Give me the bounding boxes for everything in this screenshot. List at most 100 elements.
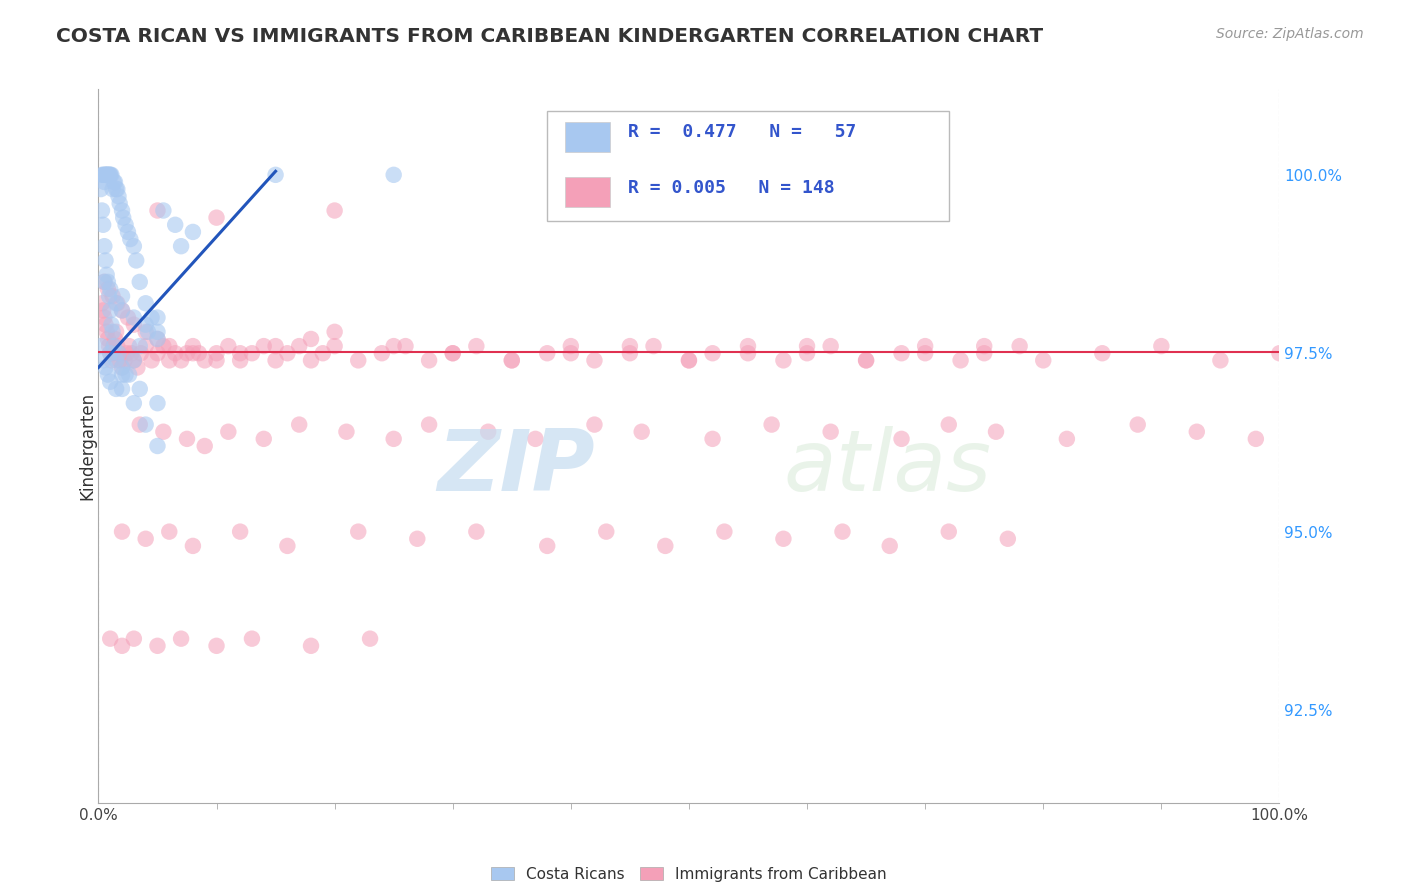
- Point: [98, 168, 121, 182]
- Point: [347, 353, 370, 368]
- Point: [146, 332, 169, 346]
- Point: [94, 168, 117, 182]
- Point: [441, 346, 464, 360]
- Point: [115, 346, 138, 360]
- Point: [97, 168, 120, 182]
- Point: [94, 360, 117, 375]
- Point: [114, 218, 136, 232]
- Point: [217, 339, 239, 353]
- Point: [560, 339, 582, 353]
- Point: [560, 346, 582, 360]
- Point: [152, 425, 174, 439]
- Point: [229, 346, 252, 360]
- Point: [276, 539, 298, 553]
- Point: [772, 353, 794, 368]
- Point: [737, 346, 759, 360]
- Point: [264, 339, 287, 353]
- Point: [91, 303, 114, 318]
- Point: [264, 353, 287, 368]
- Point: [347, 524, 370, 539]
- Point: [465, 524, 488, 539]
- Point: [93, 168, 115, 182]
- Point: [323, 339, 346, 353]
- Point: [194, 439, 217, 453]
- Point: [619, 346, 641, 360]
- Point: [94, 168, 117, 182]
- Point: [101, 182, 124, 196]
- Point: [678, 353, 700, 368]
- Point: [111, 368, 134, 382]
- Point: [890, 432, 912, 446]
- FancyBboxPatch shape: [547, 111, 949, 221]
- Text: COSTA RICAN VS IMMIGRANTS FROM CARIBBEAN KINDERGARTEN CORRELATION CHART: COSTA RICAN VS IMMIGRANTS FROM CARIBBEAN…: [56, 27, 1043, 45]
- Point: [98, 346, 121, 360]
- Point: [141, 353, 163, 368]
- Point: [111, 524, 134, 539]
- Point: [240, 346, 263, 360]
- Text: ZIP: ZIP: [437, 425, 595, 509]
- Point: [382, 168, 405, 182]
- Point: [100, 318, 122, 332]
- Point: [418, 417, 440, 432]
- Point: [135, 325, 157, 339]
- Point: [264, 168, 287, 182]
- Point: [335, 425, 357, 439]
- Point: [97, 275, 120, 289]
- Point: [146, 396, 169, 410]
- Point: [122, 396, 145, 410]
- Point: [122, 353, 145, 368]
- Point: [101, 289, 124, 303]
- Point: [105, 339, 128, 353]
- Point: [1185, 425, 1208, 439]
- Point: [288, 339, 311, 353]
- Point: [97, 332, 120, 346]
- Point: [122, 310, 145, 325]
- Point: [152, 203, 174, 218]
- Point: [1008, 339, 1031, 353]
- Point: [111, 639, 134, 653]
- Point: [104, 175, 127, 189]
- Point: [105, 296, 128, 310]
- Point: [761, 417, 783, 432]
- Point: [97, 282, 120, 296]
- Point: [253, 339, 276, 353]
- Point: [101, 325, 124, 339]
- Point: [118, 339, 141, 353]
- Point: [702, 346, 724, 360]
- Point: [122, 632, 145, 646]
- Point: [93, 310, 115, 325]
- Point: [157, 524, 180, 539]
- Point: [170, 632, 193, 646]
- Point: [98, 303, 121, 318]
- Point: [524, 432, 547, 446]
- Point: [831, 524, 853, 539]
- Point: [702, 432, 724, 446]
- Point: [146, 439, 169, 453]
- Point: [122, 353, 145, 368]
- Point: [949, 353, 972, 368]
- Point: [107, 346, 129, 360]
- Point: [103, 175, 125, 189]
- Point: [105, 382, 128, 396]
- Point: [105, 325, 128, 339]
- Point: [583, 417, 606, 432]
- Point: [105, 182, 128, 196]
- Point: [938, 524, 960, 539]
- Text: R =  0.477   N =   57: R = 0.477 N = 57: [627, 123, 856, 141]
- Point: [157, 353, 180, 368]
- Point: [111, 303, 134, 318]
- Point: [181, 346, 204, 360]
- Point: [117, 310, 139, 325]
- Point: [643, 339, 665, 353]
- Point: [122, 239, 145, 253]
- Point: [737, 339, 759, 353]
- Point: [194, 353, 217, 368]
- Point: [111, 203, 134, 218]
- Point: [879, 539, 901, 553]
- Point: [98, 289, 121, 303]
- Point: [299, 639, 322, 653]
- Point: [128, 417, 150, 432]
- Point: [111, 382, 134, 396]
- Point: [855, 353, 877, 368]
- Point: [98, 346, 121, 360]
